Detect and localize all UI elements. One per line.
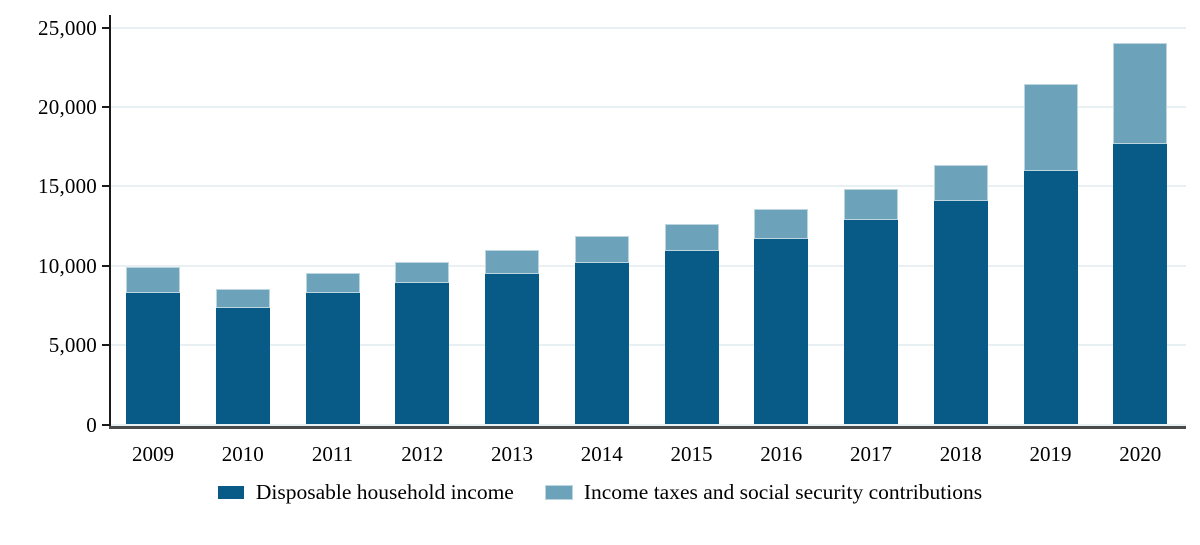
y-tick-label-20000: 20,000: [38, 94, 97, 119]
bar-segment-disposable-household-income-2010: [215, 307, 270, 425]
bar-segment-income-taxes-and-social-security-contributions-2016: [754, 209, 809, 240]
legend-swatch-disposable-income: [217, 486, 244, 499]
x-axis-line: [109, 426, 1186, 429]
gridline-5000: [111, 344, 1186, 347]
x-tick-label-2017: 2017: [850, 442, 892, 466]
x-tick-label-2011: 2011: [311, 442, 354, 466]
x-tick-label-2012: 2012: [401, 442, 444, 466]
bar-segment-disposable-household-income-2019: [1023, 171, 1078, 425]
legend-swatch-income-taxes: [544, 485, 573, 500]
x-tick-label-2010: 2010: [221, 442, 264, 466]
gridline-15000: [111, 185, 1186, 188]
y-tick-10000: [102, 264, 110, 267]
legend-item-disposable-income: Disposable household income: [217, 480, 514, 505]
y-axis-line: [109, 15, 111, 428]
gridline-0: [111, 423, 1186, 426]
x-tick-label-2020: 2020: [1119, 442, 1162, 466]
bar-segment-disposable-household-income-2018: [933, 201, 988, 425]
y-tick-label-0: 0: [86, 412, 97, 437]
bar-segment-income-taxes-and-social-security-contributions-2013: [485, 249, 539, 275]
bar-segment-disposable-household-income-2016: [754, 239, 809, 425]
y-tick-label-25000: 25,000: [38, 15, 97, 40]
legend-label-disposable-income: Disposable household income: [255, 480, 514, 504]
bar-segment-income-taxes-and-social-security-contributions-2017: [844, 188, 898, 220]
gridline-25000: [111, 26, 1186, 29]
y-tick-label-15000: 15,000: [38, 174, 97, 199]
bar-segment-income-taxes-and-social-security-contributions-2010: [215, 288, 270, 308]
bar-segment-income-taxes-and-social-security-contributions-2019: [1023, 83, 1078, 172]
bar-segment-income-taxes-and-social-security-contributions-2020: [1113, 43, 1168, 145]
y-tick-5000: [102, 344, 110, 347]
bar-segment-income-taxes-and-social-security-contributions-2009: [126, 267, 180, 293]
bar-segment-disposable-household-income-2017: [844, 219, 898, 425]
x-tick-label-2009: 2009: [132, 442, 174, 466]
y-tick-0: [102, 423, 110, 426]
bar-segment-income-taxes-and-social-security-contributions-2015: [664, 223, 719, 252]
bar-segment-income-taxes-and-social-security-contributions-2011: [305, 272, 360, 294]
gridline-10000: [111, 264, 1186, 267]
bar-segment-income-taxes-and-social-security-contributions-2018: [933, 164, 988, 202]
y-tick-15000: [102, 185, 110, 188]
y-tick-label-5000: 5,000: [48, 333, 97, 358]
y-tick-25000: [102, 26, 110, 29]
x-tick-label-2016: 2016: [760, 442, 803, 466]
x-tick-label-2013: 2013: [491, 442, 533, 466]
y-tick-20000: [102, 105, 110, 108]
x-tick-label-2018: 2018: [939, 442, 982, 466]
legend: Disposable household income Income taxes…: [0, 480, 1200, 505]
bar-segment-disposable-household-income-2011: [305, 293, 360, 425]
y-tick-label-10000: 10,000: [38, 253, 97, 278]
x-tick-label-2014: 2014: [580, 442, 623, 466]
gridline-20000: [111, 105, 1186, 108]
bar-segment-disposable-household-income-2015: [664, 251, 719, 425]
bar-segment-disposable-household-income-2009: [126, 292, 180, 425]
bar-segment-income-taxes-and-social-security-contributions-2014: [574, 235, 629, 263]
legend-item-income-taxes: Income taxes and social security contrib…: [544, 480, 983, 505]
bar-segment-disposable-household-income-2012: [395, 283, 450, 425]
legend-label-income-taxes: Income taxes and social security contrib…: [583, 480, 983, 504]
x-tick-label-2015: 2015: [670, 442, 713, 466]
bar-segment-disposable-household-income-2014: [574, 262, 629, 425]
x-tick-label-2019: 2019: [1029, 442, 1072, 466]
bar-segment-disposable-household-income-2020: [1113, 144, 1168, 425]
bar-segment-income-taxes-and-social-security-contributions-2012: [395, 261, 450, 284]
bar-segment-disposable-household-income-2013: [485, 274, 539, 425]
